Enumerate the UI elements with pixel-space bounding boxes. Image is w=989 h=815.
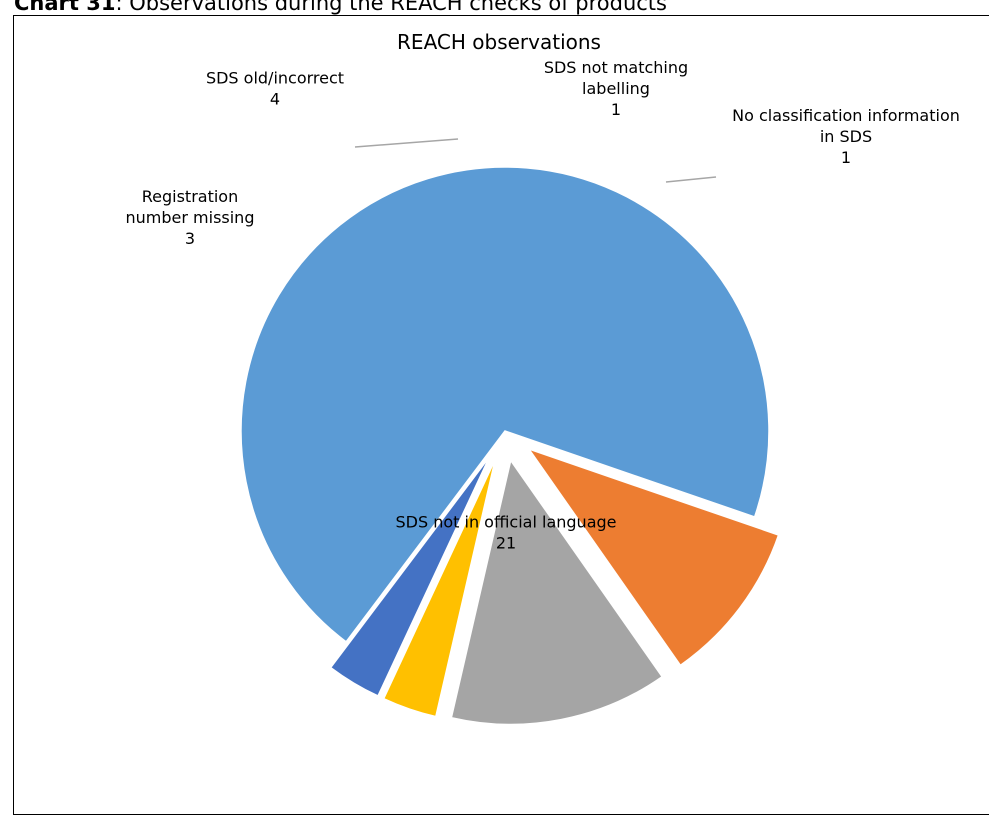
slice-label-line: SDS old/incorrect — [206, 69, 344, 88]
slice-label-line: in SDS — [820, 127, 872, 146]
slice-label: Registration number missing 3 — [126, 187, 255, 248]
chart-title: REACH observations — [397, 30, 601, 54]
slice-value: 1 — [611, 100, 621, 119]
pie-slice — [382, 459, 496, 718]
slice-label-line: No classification information — [732, 106, 960, 125]
slice-label-line: labelling — [582, 79, 650, 98]
slice-label: SDS old/incorrect 4 — [206, 69, 344, 109]
slice-label: SDS not matching labelling 1 — [544, 58, 688, 119]
slice-label-line: SDS not in official language — [395, 513, 616, 532]
pie-slice — [329, 456, 491, 697]
slice-label: SDS not in official language 21 — [395, 513, 616, 553]
pie-chart: REACH observations SDS not in official l… — [126, 30, 960, 726]
chart-caption: Chart 31: Observations during the REACH … — [14, 0, 667, 15]
slice-labels: SDS not in official language 21 Registrati… — [126, 58, 960, 553]
pie-slices — [240, 166, 780, 726]
pie-slice — [450, 458, 664, 726]
slice-label-line: SDS not matching — [544, 58, 688, 77]
slice-value: 4 — [270, 90, 280, 109]
slice-value: 21 — [496, 534, 516, 553]
pie-slice — [240, 166, 770, 643]
caption-text: : Observations during the REACH checks o… — [115, 0, 667, 15]
slice-value: 3 — [185, 229, 195, 248]
leader-line — [354, 138, 459, 148]
pie-slice — [527, 447, 780, 667]
leader-lines — [354, 138, 717, 183]
leader-line — [665, 176, 717, 183]
slice-value: 1 — [841, 148, 851, 167]
slice-label-line: Registration — [142, 187, 238, 206]
slice-label-line: number missing — [126, 208, 255, 227]
slice-label: No classification information in SDS 1 — [732, 106, 960, 167]
caption-prefix: Chart 31 — [14, 0, 116, 15]
